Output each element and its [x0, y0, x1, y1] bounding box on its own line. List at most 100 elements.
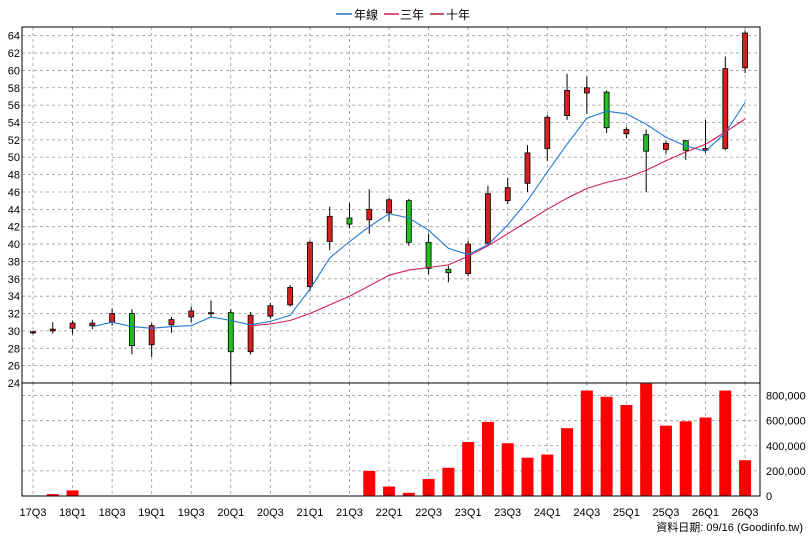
x-tick-label: 24Q3 — [573, 507, 600, 519]
price-tick-label: 58 — [8, 83, 20, 95]
candle-body — [445, 268, 452, 274]
price-tick-label: 36 — [8, 274, 20, 286]
x-tick-label: 18Q3 — [99, 507, 126, 519]
candle-body — [564, 89, 570, 116]
x-tick-label: 20Q3 — [257, 507, 284, 519]
ma-3y-line — [250, 118, 746, 327]
price-tick-label: 52 — [8, 135, 20, 147]
volume-bar — [66, 490, 79, 496]
price-tick-label: 64 — [8, 31, 20, 43]
candle-body — [643, 134, 650, 152]
volume-bar — [383, 486, 396, 496]
volume-tick-label: 600,000 — [766, 416, 806, 428]
price-tick-label: 28 — [8, 343, 20, 355]
candle-body — [405, 200, 412, 243]
volume-bar — [580, 390, 593, 496]
candle-body — [722, 68, 729, 149]
moving-averages — [92, 102, 746, 329]
candle-body — [267, 305, 274, 317]
candle-body — [465, 243, 472, 274]
volume-bar — [561, 428, 574, 496]
candle-body — [485, 193, 491, 244]
volume-tick-label: 0 — [766, 491, 772, 503]
legend-label-year: 年線 — [354, 7, 378, 22]
price-tick-label: 32 — [8, 309, 20, 321]
x-tick-label: 19Q3 — [178, 507, 205, 519]
volume-bar — [521, 457, 534, 496]
candle-body — [168, 319, 175, 326]
candle-body — [30, 331, 36, 334]
candle-body — [69, 322, 76, 329]
candle-body — [386, 199, 392, 214]
price-tick-label: 56 — [8, 100, 20, 112]
candle-body — [346, 217, 353, 225]
volume-tick-label: 400,000 — [766, 441, 806, 453]
volume-bar — [442, 467, 455, 496]
x-tick-label: 20Q1 — [217, 507, 244, 519]
x-tick-label: 23Q1 — [455, 507, 482, 519]
price-tick-label: 50 — [8, 152, 20, 164]
volume-bar — [402, 492, 415, 496]
candle-body — [366, 208, 373, 221]
x-axis-labels: 17Q3 18Q1 18Q3 19Q1 19Q3 20Q1 20Q3 21Q1 21Q3 22Q1… — [20, 507, 759, 519]
x-tick-label: 18Q1 — [59, 507, 86, 519]
candle-body — [148, 325, 155, 346]
candle-body — [544, 116, 551, 149]
price-tick-label: 24 — [8, 378, 20, 390]
candle-body — [623, 129, 630, 135]
price-tick-label: 46 — [8, 187, 20, 199]
legend-label-10y: 十年 — [446, 8, 470, 22]
price-tick-label: 54 — [8, 118, 20, 130]
candle-body — [326, 215, 333, 242]
volume-bar — [719, 390, 732, 496]
volume-bar — [501, 443, 514, 496]
volume-bars — [46, 383, 752, 496]
x-tick-label: 22Q3 — [415, 507, 442, 519]
x-tick-label: 17Q3 — [20, 507, 47, 519]
x-tick-label: 21Q3 — [336, 507, 363, 519]
candle-body — [583, 87, 590, 94]
candle-body — [247, 314, 254, 353]
candle-body — [109, 313, 116, 323]
volume-bar — [363, 470, 376, 496]
volume-bar — [422, 479, 435, 496]
price-tick-label: 26 — [8, 361, 20, 373]
volume-tick-label: 200,000 — [766, 466, 806, 478]
candle-body — [227, 312, 234, 353]
x-tick-label: 25Q3 — [652, 507, 679, 519]
price-tick-label: 44 — [8, 204, 20, 216]
candle-body — [128, 313, 135, 347]
volume-bar — [541, 454, 554, 496]
candle-body — [504, 187, 511, 202]
volume-bar — [620, 404, 633, 496]
volume-bar — [462, 442, 475, 496]
candle-body — [603, 91, 610, 129]
legend-label-3y: 三年 — [400, 8, 424, 22]
candle-body — [208, 312, 214, 315]
volume-bar — [600, 396, 613, 496]
price-tick-label: 40 — [8, 239, 20, 251]
x-tick-label: 24Q1 — [534, 507, 561, 519]
price-tick-label: 62 — [8, 48, 20, 60]
candle-body — [425, 241, 432, 269]
price-axis-labels: 24 26 28 30 32 34 36 38 40 42 44 46 48 50 52 54 56 58 60 62… — [8, 31, 20, 390]
volume-bar — [481, 421, 494, 496]
x-tick-label: 22Q1 — [376, 507, 403, 519]
x-tick-label: 21Q1 — [296, 507, 323, 519]
price-tick-label: 48 — [8, 170, 20, 182]
volume-axis-labels: 0 200,000 400,000 600,000 800,000 — [766, 391, 806, 503]
price-tick-label: 60 — [8, 65, 20, 77]
candle-body — [287, 287, 294, 306]
ma-year-line — [92, 102, 746, 329]
x-tick-label: 25Q1 — [613, 507, 640, 519]
volume-bar — [659, 425, 672, 496]
volume-bar — [46, 494, 59, 496]
candle-body — [307, 241, 313, 288]
x-tick-label: 26Q3 — [732, 507, 759, 519]
candle-body — [49, 328, 56, 332]
candle-body — [524, 152, 531, 184]
volume-panel-border — [21, 382, 761, 497]
candle-body — [188, 310, 195, 318]
x-tick-label: 26Q1 — [692, 507, 719, 519]
